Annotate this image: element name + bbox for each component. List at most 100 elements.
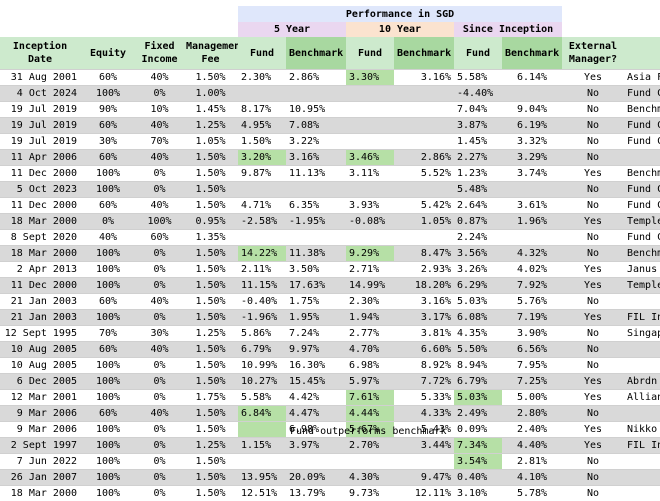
cell-benchmark-si: 6.56% (502, 342, 562, 358)
cell-inception-date: 10 Aug 2005 (0, 342, 80, 358)
cell-fund-10y (346, 86, 394, 102)
cell-external-manager: No (562, 150, 624, 166)
cell-fund-10y: 2.77% (346, 326, 394, 342)
header-benchmark-si: Benchmark (502, 37, 562, 70)
cell-benchmark-10y: 3.81% (394, 326, 454, 342)
legend-swatch (238, 425, 284, 437)
cell-benchmark-10y: 3.16% (394, 294, 454, 310)
cell-manager-name (624, 454, 660, 470)
cell-benchmark-5y: 15.45% (286, 374, 346, 390)
cell-fund-5y: 2.11% (238, 262, 286, 278)
cell-external-manager: No (562, 86, 624, 102)
cell-fund-5y: 4.95% (238, 118, 286, 134)
cell-fund-10y: -0.08% (346, 214, 394, 230)
cell-fixed-income: 40% (136, 198, 183, 214)
cell-benchmark-si: 7.25% (502, 374, 562, 390)
cell-fixed-income: 0% (136, 278, 183, 294)
cell-fund-5y (238, 182, 286, 198)
cell-equity: 40% (80, 230, 136, 246)
cell-manager-name: FIL In (624, 310, 660, 326)
cell-inception-date: 18 Mar 2000 (0, 486, 80, 501)
cell-fund-si: 5.50% (454, 342, 502, 358)
cell-benchmark-si: 4.32% (502, 246, 562, 262)
cell-fixed-income: 0% (136, 438, 183, 454)
cell-fund-10y: 9.73% (346, 486, 394, 501)
cell-benchmark-5y: 7.24% (286, 326, 346, 342)
cell-inception-date: 11 Apr 2006 (0, 150, 80, 166)
cell-equity: 100% (80, 358, 136, 374)
cell-fund-10y (346, 102, 394, 118)
cell-equity: 100% (80, 422, 136, 438)
cell-manager-name: Temple (624, 278, 660, 294)
cell-fund-si: 5.03% (454, 390, 502, 406)
cell-management-fee: 1.50% (183, 406, 238, 422)
cell-management-fee: 1.50% (183, 198, 238, 214)
cell-fixed-income: 40% (136, 150, 183, 166)
cell-benchmark-si: 7.19% (502, 310, 562, 326)
cell-benchmark-5y: 17.63% (286, 278, 346, 294)
cell-fund-si: 7.04% (454, 102, 502, 118)
cell-fund-5y: 5.58% (238, 390, 286, 406)
cell-equity: 100% (80, 374, 136, 390)
cell-fund-10y: 2.30% (346, 294, 394, 310)
cell-external-manager: Yes (562, 70, 624, 86)
cell-fund-5y: 6.79% (238, 342, 286, 358)
cell-benchmark-si: 3.29% (502, 150, 562, 166)
cell-management-fee: 1.50% (183, 454, 238, 470)
cell-fund-10y: 2.71% (346, 262, 394, 278)
cell-manager-name: FIL In (624, 438, 660, 454)
cell-fund-5y: 4.71% (238, 198, 286, 214)
cell-fund-10y: 3.46% (346, 150, 394, 166)
cell-equity: 60% (80, 70, 136, 86)
cell-fund-si: 0.87% (454, 214, 502, 230)
cell-benchmark-5y: 20.09% (286, 470, 346, 486)
cell-benchmark-si: 3.74% (502, 166, 562, 182)
cell-fixed-income: 0% (136, 86, 183, 102)
cell-fund-si: 1.45% (454, 134, 502, 150)
cell-benchmark-5y: 3.22% (286, 134, 346, 150)
cell-benchmark-5y: 7.08% (286, 118, 346, 134)
cell-equity: 100% (80, 246, 136, 262)
cell-benchmark-si (502, 86, 562, 102)
cell-benchmark-10y (394, 230, 454, 246)
cell-fund-si: 0.09% (454, 422, 502, 438)
cell-benchmark-si: 2.80% (502, 406, 562, 422)
cell-equity: 100% (80, 454, 136, 470)
cell-benchmark-10y (394, 102, 454, 118)
cell-fixed-income: 70% (136, 134, 183, 150)
cell-benchmark-10y: 9.47% (394, 470, 454, 486)
cell-equity: 60% (80, 406, 136, 422)
cell-equity: 100% (80, 86, 136, 102)
cell-fund-5y: 5.86% (238, 326, 286, 342)
cell-fixed-income: 0% (136, 454, 183, 470)
cell-external-manager: Yes (562, 214, 624, 230)
cell-fund-5y: 1.50% (238, 134, 286, 150)
cell-external-manager: Yes (562, 438, 624, 454)
cell-benchmark-si: 6.19% (502, 118, 562, 134)
cell-inception-date: 11 Dec 2000 (0, 278, 80, 294)
cell-benchmark-10y: 4.33% (394, 406, 454, 422)
cell-equity: 60% (80, 342, 136, 358)
cell-benchmark-si: 7.92% (502, 278, 562, 294)
legend: Fund outperforms benchmark (238, 425, 447, 437)
cell-inception-date: 11 Dec 2000 (0, 198, 80, 214)
cell-manager-name (624, 406, 660, 422)
cell-external-manager: No (562, 230, 624, 246)
cell-management-fee: 1.25% (183, 438, 238, 454)
cell-fund-10y: 4.44% (346, 406, 394, 422)
cell-external-manager: No (562, 118, 624, 134)
cell-benchmark-10y (394, 118, 454, 134)
header-benchmark-10y: Benchmark (394, 37, 454, 70)
cell-fund-si: 3.56% (454, 246, 502, 262)
header-fund-si: Fund (454, 37, 502, 70)
cell-manager-name (624, 470, 660, 486)
cell-benchmark-10y (394, 454, 454, 470)
cell-benchmark-10y: 12.11% (394, 486, 454, 501)
